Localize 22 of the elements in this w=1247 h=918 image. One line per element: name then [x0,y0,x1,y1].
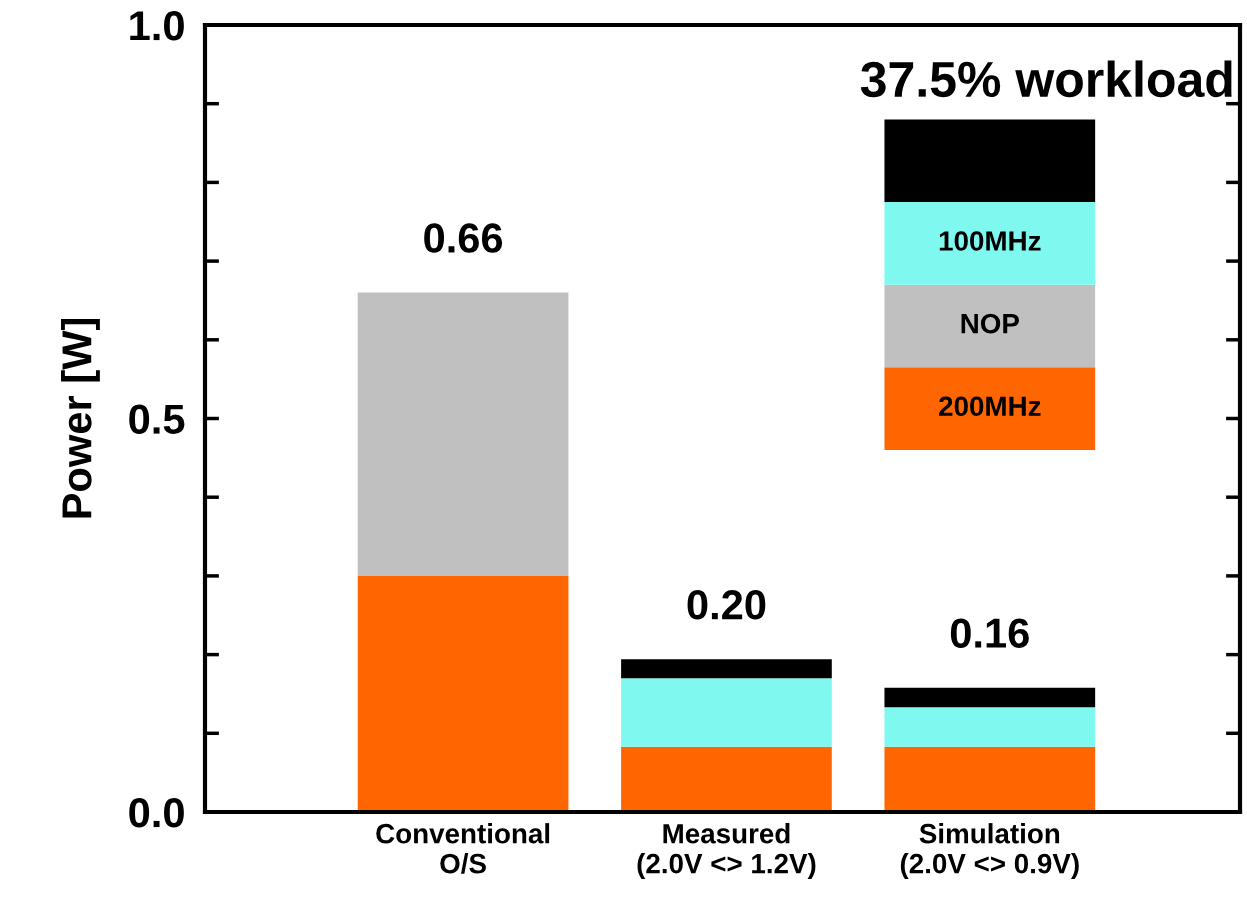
total-label: 0.66 [424,223,503,253]
bar [357,292,569,576]
x-tick-label: Conventional O/S [376,823,550,874]
bar [884,707,1096,747]
total-label: 0.16 [950,618,1029,648]
x-tick-label: Simulation (2.0V <> 0.9V) [900,823,1079,879]
bar [357,575,569,812]
text: NOP [961,313,1019,334]
bar [621,678,832,747]
x-tick-label: Measured (2.0V <> 1.2V) [637,823,816,879]
annotation: 37.5% workload [860,60,1232,98]
bar [621,746,832,812]
y-tick-label: 0.5 [129,404,185,435]
text: 200MHz [939,396,1041,417]
bar [884,746,1096,812]
total-label: 0.20 [687,590,766,620]
bar [621,659,832,679]
y-tick-label: 1.0 [130,11,184,41]
bar [884,687,1096,708]
y-axis-title: Power [W] [61,318,100,518]
text: 100MHz [939,231,1041,251]
y-tick-label: 0.0 [129,798,184,828]
